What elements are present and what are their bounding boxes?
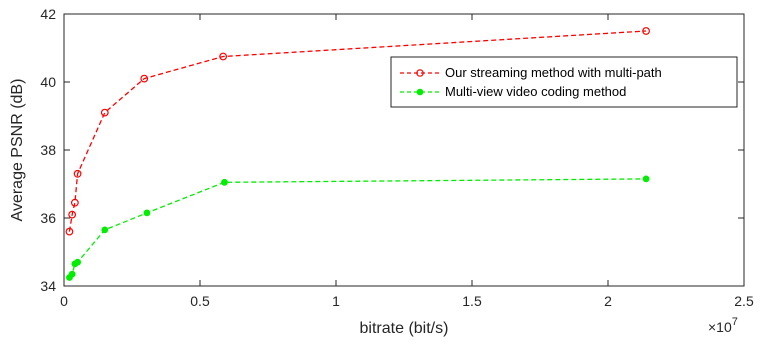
x-axis-exponent-power: 7 [732, 316, 738, 328]
series-2-point [101, 226, 109, 234]
series-1-point [65, 227, 74, 236]
series-1-point [70, 198, 79, 207]
legend-label-series-1: Our streaming method with multi-path [445, 65, 662, 80]
legend: Our streaming method with multi-path Mul… [390, 56, 738, 108]
series-2-point [642, 175, 650, 183]
legend-marker-series-1 [416, 69, 424, 77]
series-1-line [68, 30, 647, 232]
legend-marker-series-2 [416, 88, 424, 96]
y-axis-label: Average PSNR (dB) [9, 79, 26, 222]
x-axis-exponent-base: ×10 [708, 319, 732, 335]
series-1-point [73, 169, 82, 178]
series-1-point [219, 52, 228, 61]
x-tick-label: 0.5 [190, 293, 210, 309]
y-tick-label: 42 [40, 6, 56, 22]
y-tick-label: 36 [40, 210, 56, 226]
series-1-point [68, 210, 77, 219]
x-tick-label: 0 [60, 293, 68, 309]
legend-box [390, 56, 738, 108]
plot-area-frame [63, 13, 745, 287]
x-tick-label: 2 [604, 293, 612, 309]
x-tick-label: 1 [332, 293, 340, 309]
y-tick-label: 34 [40, 278, 56, 294]
series-1-point [140, 74, 149, 83]
x-axis-exponent: ×107 [708, 316, 738, 335]
x-tick-label: 1.5 [462, 293, 482, 309]
y-tick-label: 40 [40, 74, 56, 90]
series-2-line [68, 178, 647, 278]
series-1-point [100, 108, 109, 117]
legend-label-series-2: Multi-view video coding method [445, 84, 626, 99]
x-axis-label: bitrate (bit/s) [360, 320, 449, 337]
series-layer [65, 27, 650, 281]
series-1-point [642, 27, 650, 35]
y-tick-label: 38 [40, 142, 56, 158]
ticks-layer: 0 0.5 1 1.5 2 2.5 34 36 38 40 42 [40, 6, 754, 309]
series-2-point [74, 258, 81, 266]
x-tick-label: 2.5 [734, 293, 754, 309]
series-2-point [68, 270, 76, 278]
series-2-point [221, 178, 228, 186]
series-2-point [143, 209, 151, 217]
